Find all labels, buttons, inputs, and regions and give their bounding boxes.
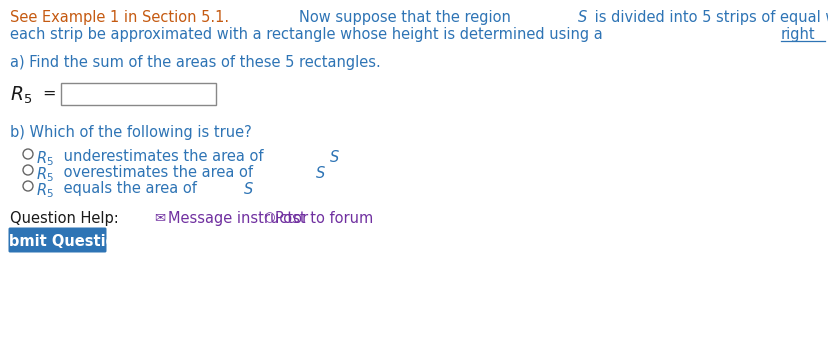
Text: ○: ○ bbox=[263, 211, 275, 224]
Text: $S$: $S$ bbox=[315, 165, 325, 181]
Text: Post to forum: Post to forum bbox=[275, 211, 373, 226]
Text: ✉: ✉ bbox=[154, 211, 166, 224]
Text: Submit Question: Submit Question bbox=[0, 234, 127, 248]
Text: =: = bbox=[42, 86, 56, 101]
Text: See Example 1 in Section 5.1.: See Example 1 in Section 5.1. bbox=[10, 10, 233, 25]
Text: S: S bbox=[577, 10, 586, 25]
Text: b) Which of the following is true?: b) Which of the following is true? bbox=[10, 125, 252, 140]
Text: Question Help:: Question Help: bbox=[10, 211, 118, 226]
Text: underestimates the area of: underestimates the area of bbox=[59, 149, 267, 164]
FancyBboxPatch shape bbox=[60, 83, 215, 105]
Text: each strip be approximated with a rectangle whose height is determined using a: each strip be approximated with a rectan… bbox=[10, 27, 607, 42]
Text: $R_5$: $R_5$ bbox=[36, 181, 54, 200]
Text: $R_5$: $R_5$ bbox=[36, 149, 54, 168]
Text: endpoint.: endpoint. bbox=[825, 27, 828, 42]
Text: a) Find the sum of the areas of these 5 rectangles.: a) Find the sum of the areas of these 5 … bbox=[10, 55, 380, 70]
Text: $S$: $S$ bbox=[243, 181, 253, 197]
Text: right: right bbox=[780, 27, 815, 42]
Text: equals the area of: equals the area of bbox=[59, 181, 201, 196]
Text: Message instructor: Message instructor bbox=[168, 211, 308, 226]
Text: is divided into 5 strips of equal width. Let: is divided into 5 strips of equal width.… bbox=[590, 10, 828, 25]
FancyBboxPatch shape bbox=[8, 228, 106, 253]
Text: $S$: $S$ bbox=[329, 149, 339, 165]
Text: $R_5$: $R_5$ bbox=[36, 165, 54, 184]
Text: overestimates the area of: overestimates the area of bbox=[59, 165, 258, 180]
Text: $R_5$: $R_5$ bbox=[10, 85, 32, 106]
Text: Now suppose that the region: Now suppose that the region bbox=[298, 10, 514, 25]
